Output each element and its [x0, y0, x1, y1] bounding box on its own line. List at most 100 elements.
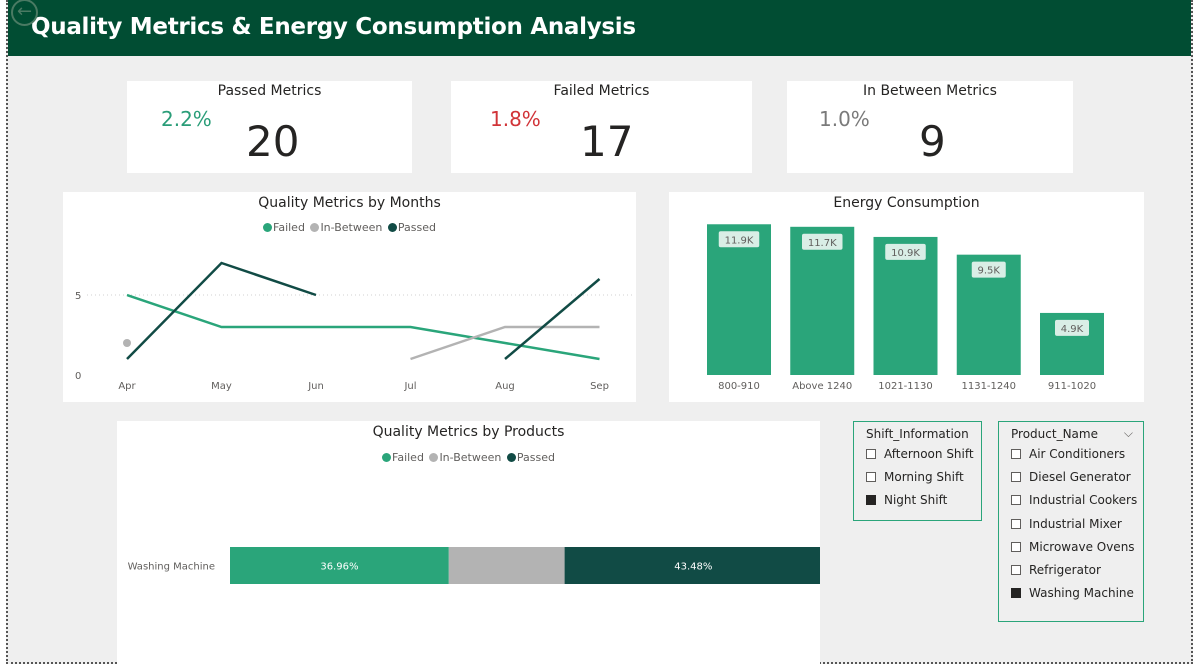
data-label: 10.9K [891, 248, 920, 259]
slicer-item[interactable]: Diesel Generator [1011, 469, 1131, 485]
checkbox-icon[interactable] [866, 449, 876, 459]
energy-bar[interactable] [707, 224, 771, 375]
energy-bar[interactable] [873, 236, 938, 375]
slicer-item[interactable]: Microwave Ovens [1011, 539, 1135, 555]
checkbox-icon[interactable] [1011, 541, 1021, 552]
series-line-in-between[interactable] [410, 325, 600, 361]
months-line-chart[interactable]: 0 5 Apr May Jun Jul Aug Sep [63, 192, 636, 402]
legend-label: Passed [397, 221, 436, 234]
legend-dot-icon [310, 223, 320, 232]
slicer-item[interactable]: Morning Shift [866, 469, 964, 485]
legend-dot-icon [382, 453, 392, 462]
slicer-item[interactable]: Afternoon Shift [866, 446, 974, 462]
data-label-box [802, 233, 843, 250]
legend-label: In-Between [439, 451, 502, 464]
months-chart-legend: Failed In-Between Passed [63, 221, 636, 234]
energy-bar-chart[interactable]: 11.9K 800-910 11.7K Above 1240 10.9K 1021-113… [669, 192, 1144, 402]
checkbox-icon[interactable] [1011, 565, 1021, 575]
legend-dot-icon [387, 223, 397, 232]
months-chart-title: Quality Metrics by Months [258, 195, 441, 211]
stacked-segment-failed[interactable] [230, 547, 449, 584]
slicer-item-label: Industrial Cookers [1029, 493, 1138, 508]
legend-dot-icon [506, 453, 516, 462]
x-tick-label: 1131-1240 [961, 381, 1016, 392]
slicer-title: Shift_Information [866, 427, 969, 441]
x-tick-label: Aug [495, 381, 515, 392]
legend-item-in-between[interactable]: In-Between [429, 451, 501, 464]
chevron-down-icon[interactable]: ⌵ [1123, 426, 1133, 440]
kpi-percentage: 1.8% [490, 107, 541, 131]
slicer-item-label: Afternoon Shift [884, 447, 974, 461]
data-label: 11.7K [808, 238, 837, 249]
stacked-segment-passed[interactable] [564, 547, 820, 584]
slicer-item[interactable]: Night Shift [866, 492, 947, 508]
kpi-value: 9 [919, 117, 946, 166]
data-label: 36.96% [320, 562, 358, 573]
legend-label: Failed [392, 451, 424, 464]
products-stacked-bar-chart[interactable]: Washing Machine 36.96% 43.48% [117, 421, 820, 664]
slicer-item-label: Air Conditioners [1029, 447, 1126, 461]
slicer-item[interactable]: Air Conditioners [1011, 446, 1125, 462]
kpi-card-failed[interactable]: Failed Metrics 1.8% 17 [451, 81, 752, 173]
x-tick-label: Jun [307, 381, 324, 392]
data-label: 4.9K [1061, 324, 1084, 335]
report-header: Quality Metrics & Energy Consumption Ana… [8, 0, 1191, 56]
series-line-passed[interactable] [504, 278, 601, 360]
kpi-value: 17 [580, 117, 634, 166]
data-label-box [1055, 319, 1089, 336]
products-chart-legend: Failed In-Between Passed [117, 451, 820, 464]
checkbox-checked-icon[interactable] [866, 495, 876, 506]
series-point-in-between[interactable] [123, 339, 131, 347]
legend-item-failed[interactable]: Failed [263, 221, 305, 234]
slicer-item-label: Morning Shift [884, 470, 964, 485]
slicer-item-label: Microwave Ovens [1029, 539, 1135, 554]
legend-item-in-between[interactable]: In-Between [310, 221, 382, 234]
back-arrow-icon[interactable]: ← [11, 0, 38, 26]
slicer-item-label: Refrigerator [1029, 563, 1101, 577]
x-tick-label: Apr [118, 381, 136, 392]
series-line-passed[interactable] [126, 261, 317, 360]
months-chart-panel[interactable]: Quality Metrics by Months Failed In-Betw… [63, 192, 636, 402]
y-tick-label: 0 [75, 371, 81, 382]
checkbox-icon[interactable] [1011, 449, 1021, 459]
slicer-item-label: Night Shift [884, 493, 948, 508]
y-tick-label: 5 [75, 291, 81, 302]
legend-item-passed[interactable]: Passed [506, 451, 555, 464]
kpi-title: Passed Metrics [217, 83, 322, 99]
energy-bar[interactable] [790, 226, 855, 375]
kpi-percentage: 1.0% [819, 107, 870, 131]
kpi-percentage: 2.2% [161, 107, 212, 131]
kpi-card-passed[interactable]: Passed Metrics 2.2% 20 [127, 81, 412, 173]
x-tick-label: Jul [403, 381, 416, 392]
checkbox-icon[interactable] [1011, 518, 1021, 529]
shift-slicer[interactable]: Shift_Information Afternoon Shift Morning… [853, 421, 982, 521]
slicer-item-label: Diesel Generator [1029, 470, 1131, 485]
kpi-card-in-between[interactable]: In Between Metrics 1.0% 9 [787, 81, 1073, 173]
stacked-segment-in-between[interactable] [448, 547, 565, 584]
legend-dot-icon [263, 223, 273, 232]
product-slicer[interactable]: Product_Name ⌵ Air Conditioners Diesel Ge… [998, 421, 1144, 622]
slicer-item[interactable]: Industrial Cookers [1011, 492, 1137, 508]
slicer-item[interactable]: Washing Machine [1011, 585, 1134, 601]
kpi-value: 20 [246, 117, 300, 166]
kpi-title: Failed Metrics [553, 83, 650, 99]
data-label: 9.5K [978, 266, 1001, 277]
data-label: 11.9K [725, 235, 754, 246]
checkbox-icon[interactable] [1011, 472, 1021, 483]
legend-dot-icon [429, 453, 439, 462]
slicer-item[interactable]: Industrial Mixer [1011, 516, 1122, 532]
data-label-box [971, 261, 1006, 278]
legend-item-passed[interactable]: Passed [387, 221, 436, 234]
energy-chart-title: Energy Consumption [833, 195, 980, 211]
checkbox-icon[interactable] [1011, 495, 1021, 506]
slicer-item-label: Washing Machine [1029, 586, 1134, 601]
slicer-item[interactable]: Refrigerator [1011, 562, 1101, 578]
report-title: Quality Metrics & Energy Consumption Ana… [31, 14, 636, 40]
x-tick-label: May [211, 381, 232, 392]
checkbox-checked-icon[interactable] [1011, 588, 1021, 599]
legend-item-failed[interactable]: Failed [382, 451, 424, 464]
products-chart-panel[interactable]: Quality Metrics by Products Failed In-Be… [117, 421, 820, 664]
products-chart-title: Quality Metrics by Products [372, 424, 565, 440]
energy-chart-panel[interactable]: Energy Consumption 11.9K 800-910 11.7K Abov… [669, 192, 1144, 402]
checkbox-icon[interactable] [866, 472, 876, 483]
